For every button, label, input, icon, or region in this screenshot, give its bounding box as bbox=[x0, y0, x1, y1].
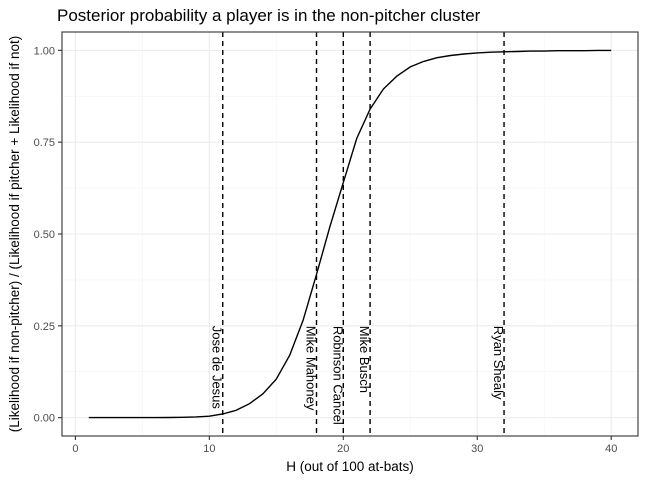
player-label: Jose de Jesus bbox=[210, 326, 225, 410]
x-tick-label: 10 bbox=[203, 443, 215, 455]
y-axis-title: (Likelihood if non-pitcher) / (Likelihoo… bbox=[7, 36, 22, 433]
y-tick-label: 0.25 bbox=[34, 321, 55, 333]
y-tick-label: 0.75 bbox=[34, 137, 55, 149]
x-tick-label: 0 bbox=[72, 443, 78, 455]
y-tick-label: 0.50 bbox=[34, 229, 55, 241]
player-label: Mike Mahoney bbox=[304, 326, 319, 411]
axis-ticks: 0 10 20 30 40 0.00 0.25 0.50 0.75 1.00 bbox=[34, 45, 618, 455]
x-tick-label: 20 bbox=[337, 443, 349, 455]
x-axis-title: H (out of 100 at-bats) bbox=[286, 459, 414, 474]
player-label: Robinson Cancel bbox=[330, 326, 345, 425]
grid bbox=[62, 32, 638, 436]
panel-border bbox=[61, 31, 639, 437]
chart-title: Posterior probability a player is in the… bbox=[57, 6, 481, 25]
x-tick-label: 40 bbox=[605, 443, 617, 455]
x-tick-label: 30 bbox=[471, 443, 483, 455]
player-label: Mike Busch bbox=[357, 326, 372, 393]
posterior-curve-line bbox=[88, 49, 612, 419]
y-tick-label: 0.00 bbox=[34, 413, 55, 425]
player-label: Ryan Shealy bbox=[491, 326, 506, 400]
y-tick-label: 1.00 bbox=[34, 45, 55, 57]
plot-area: Jose de Jesus Mike Mahoney Robinson Cancel… bbox=[88, 32, 612, 436]
